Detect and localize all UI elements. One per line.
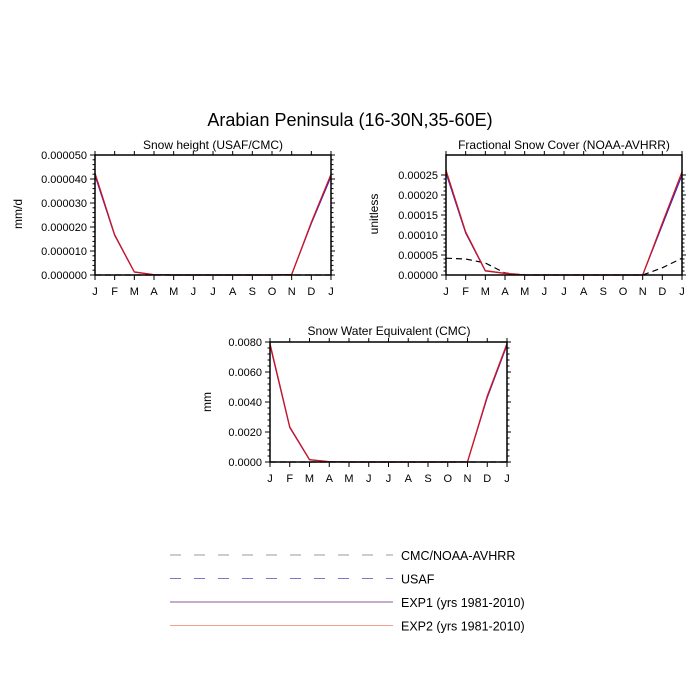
x-tick-label: A	[405, 473, 413, 485]
x-tick-label: N	[639, 286, 647, 298]
x-tick-label: M	[481, 286, 490, 298]
x-tick-label: O	[268, 286, 277, 298]
x-tick-label: S	[424, 473, 431, 485]
y-tick-label: 0.00010	[398, 230, 438, 242]
x-tick-label: J	[92, 286, 98, 298]
x-tick-label: O	[619, 286, 628, 298]
x-tick-label: J	[542, 286, 548, 298]
legend-label: EXP2 (yrs 1981-2010)	[401, 620, 525, 634]
x-tick-label: F	[286, 473, 293, 485]
y-tick-label: 0.000040	[41, 174, 87, 186]
y-tick-label: 0.00015	[398, 210, 438, 222]
panel-snow-water-equivalent: Snow Water Equivalent (CMC) mm 0.0000 0.0…	[200, 324, 511, 485]
y-tick-label: 0.000000	[41, 270, 87, 282]
x-tick-label: J	[366, 473, 372, 485]
x-tick-label: J	[443, 286, 449, 298]
x-tick-label: M	[169, 286, 178, 298]
y-tick-label: 0.00005	[398, 250, 438, 262]
x-tick-label: J	[267, 473, 273, 485]
x-tick-label: A	[326, 473, 334, 485]
x-tick-label: M	[520, 286, 529, 298]
panel-title: Snow height (USAF/CMC)	[143, 138, 283, 152]
x-tick-label: N	[288, 286, 296, 298]
y-tick-label: 0.000010	[41, 246, 87, 258]
legend-label: EXP1 (yrs 1981-2010)	[401, 596, 525, 610]
y-tick-label: 0.000020	[41, 222, 87, 234]
legend: CMC/NOAA-AVHRR USAF EXP1 (yrs 1981-2010) EX…	[170, 549, 525, 634]
y-tick-label: 0.00020	[398, 190, 438, 202]
legend-label: USAF	[401, 573, 435, 587]
y-axis-label: mm/d	[11, 199, 25, 229]
x-tick-label: F	[111, 286, 118, 298]
x-tick-label: J	[191, 286, 197, 298]
x-tick-label: S	[249, 286, 256, 298]
panel-snow-height: Snow height (USAF/CMC) mm/d 0.000000 0.00…	[11, 138, 335, 298]
plot-frame	[269, 341, 508, 463]
plot-frame	[445, 154, 683, 276]
figure-title: Arabian Peninsula (16-30N,35-60E)	[207, 110, 492, 130]
y-tick-label: 0.000030	[41, 198, 87, 210]
x-tick-label: M	[130, 286, 139, 298]
x-tick-label: M	[344, 473, 353, 485]
y-tick-label: 0.00000	[398, 270, 438, 282]
y-tick-label: 0.0060	[228, 367, 262, 379]
y-tick-label: 0.0020	[228, 427, 262, 439]
y-tick-label: 0.000050	[41, 150, 87, 162]
y-tick-label: 0.0080	[228, 337, 262, 349]
x-tick-label: A	[150, 286, 158, 298]
x-tick-label: A	[229, 286, 237, 298]
x-tick-label: J	[328, 286, 334, 298]
x-tick-label: A	[501, 286, 509, 298]
plot-frame	[94, 154, 332, 276]
x-tick-label: F	[462, 286, 469, 298]
x-tick-label: S	[600, 286, 607, 298]
x-tick-label: J	[386, 473, 392, 485]
x-tick-label: J	[679, 286, 685, 298]
x-tick-label: N	[464, 473, 472, 485]
y-axis-label: unitless	[367, 194, 381, 235]
x-tick-label: A	[580, 286, 588, 298]
y-tick-label: 0.0000	[228, 457, 262, 469]
panel-title: Snow Water Equivalent (CMC)	[308, 324, 471, 338]
x-tick-label: D	[483, 473, 491, 485]
x-tick-label: D	[658, 286, 666, 298]
y-tick-label: 0.0040	[228, 397, 262, 409]
x-tick-label: O	[443, 473, 452, 485]
panel-fractional-snow-cover: Fractional Snow Cover (NOAA-AVHRR) unitl…	[367, 138, 686, 298]
x-tick-label: D	[307, 286, 315, 298]
x-tick-label: M	[305, 473, 314, 485]
legend-label: CMC/NOAA-AVHRR	[401, 549, 515, 563]
y-tick-label: 0.00025	[398, 170, 438, 182]
x-tick-label: J	[210, 286, 216, 298]
panel-title: Fractional Snow Cover (NOAA-AVHRR)	[458, 138, 670, 152]
x-tick-label: J	[561, 286, 567, 298]
y-axis-label: mm	[200, 392, 214, 412]
x-tick-label: J	[504, 473, 510, 485]
